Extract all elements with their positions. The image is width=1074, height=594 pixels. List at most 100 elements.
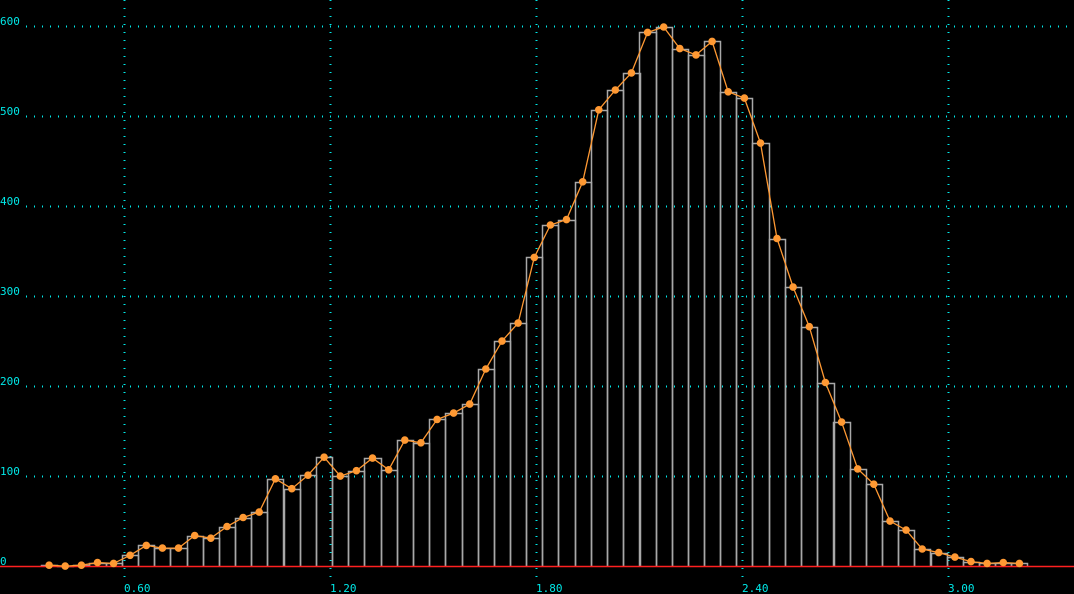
data-point	[449, 409, 458, 417]
histogram-bar	[266, 478, 285, 566]
data-point	[821, 378, 830, 387]
data-point	[983, 559, 991, 568]
data-point	[352, 466, 361, 475]
data-point	[837, 418, 846, 426]
histogram-bar	[865, 483, 884, 566]
histogram-bar	[751, 142, 771, 566]
histogram-bar	[541, 224, 560, 566]
data-point	[643, 28, 652, 37]
data-point	[530, 253, 539, 262]
histogram-bar	[363, 457, 383, 566]
histogram-bar	[622, 72, 642, 566]
data-point	[773, 234, 781, 243]
frequency-line-series	[45, 23, 1024, 570]
data-point	[368, 454, 377, 462]
histogram-bar	[800, 326, 819, 566]
data-point	[999, 558, 1008, 567]
data-point	[93, 558, 102, 567]
data-point	[239, 513, 247, 522]
data-point	[918, 545, 926, 553]
data-point	[627, 69, 636, 77]
histogram-bar	[703, 40, 722, 566]
histogram-bar	[832, 421, 852, 566]
histogram-bar	[768, 238, 787, 566]
data-point	[158, 544, 167, 552]
data-point	[61, 562, 69, 570]
histogram-bar	[606, 89, 625, 566]
histogram-bar	[719, 91, 738, 566]
data-point	[967, 557, 975, 566]
data-point	[886, 517, 894, 525]
data-point	[77, 561, 86, 569]
data-point	[336, 472, 345, 480]
data-point	[142, 541, 151, 550]
histogram-bar	[234, 517, 253, 566]
data-point	[223, 522, 231, 531]
data-point	[708, 37, 716, 46]
data-point	[595, 106, 603, 114]
data-point	[546, 221, 555, 229]
histogram-bar	[250, 511, 269, 566]
data-point	[562, 215, 571, 224]
data-point	[45, 561, 53, 569]
y-tick-label: 500	[0, 105, 20, 118]
histogram-bar	[347, 470, 366, 566]
data-point	[433, 415, 441, 424]
histogram-bar	[590, 109, 609, 566]
data-point	[902, 526, 910, 534]
histogram-bar	[428, 418, 447, 566]
histogram-bar	[380, 469, 399, 566]
data-point	[174, 544, 183, 552]
histogram-bar	[202, 537, 221, 566]
histogram-bar	[186, 535, 205, 566]
x-tick-label: 1.20	[330, 582, 357, 594]
histogram-bar	[477, 368, 496, 566]
histogram-bar	[412, 442, 431, 566]
histogram-bar	[283, 488, 302, 566]
data-point	[482, 365, 490, 373]
data-point	[288, 484, 296, 493]
data-point	[126, 551, 134, 560]
x-axis-tick-labels: 0.60 1.20 1.80 2.40 3.00	[124, 582, 975, 594]
y-tick-label: 100	[0, 465, 20, 478]
data-point	[384, 466, 393, 474]
histogram-bar	[299, 474, 318, 566]
data-point	[789, 283, 797, 291]
y-tick-label: 200	[0, 375, 20, 388]
y-tick-label: 300	[0, 285, 20, 298]
histogram-bar	[671, 48, 690, 566]
x-tick-label: 3.00	[948, 582, 975, 594]
y-axis-tick-labels: 0 100 200 300 400 500 600	[0, 15, 20, 568]
data-point	[611, 86, 620, 94]
data-point	[304, 471, 312, 480]
histogram-bar	[784, 286, 803, 566]
data-point	[465, 400, 474, 408]
histogram-bar	[557, 219, 577, 566]
data-point	[951, 553, 959, 561]
data-point	[109, 559, 118, 568]
data-point	[207, 534, 215, 542]
data-point	[676, 44, 684, 53]
y-tick-label: 600	[0, 15, 20, 28]
y-tick-label: 0	[0, 555, 7, 568]
data-point	[659, 23, 668, 31]
data-point	[756, 139, 765, 147]
data-point	[578, 178, 587, 186]
x-tick-label: 0.60	[124, 582, 151, 594]
histogram-bar	[881, 520, 900, 566]
x-tick-label: 2.40	[742, 582, 769, 594]
data-point	[417, 439, 425, 447]
histogram-bar	[218, 526, 237, 566]
data-point	[934, 548, 943, 557]
data-point	[870, 480, 878, 489]
histogram-bar	[687, 54, 706, 566]
data-point	[724, 88, 732, 96]
histogram-bar	[849, 468, 868, 566]
histogram-bar	[331, 475, 350, 566]
data-point	[692, 51, 700, 59]
data-point	[271, 475, 280, 483]
histogram-bar	[816, 382, 836, 566]
data-point	[1015, 559, 1024, 568]
histogram-bar	[461, 403, 480, 566]
data-point	[853, 465, 862, 473]
